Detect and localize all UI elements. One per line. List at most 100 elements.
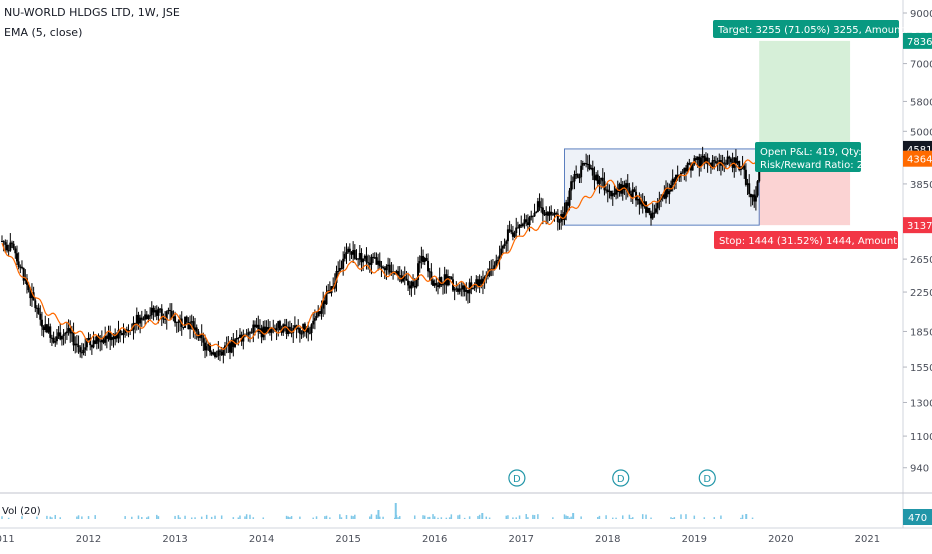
volume-bar [703,517,706,519]
candle-body [207,344,210,347]
candle-body [575,174,578,176]
candle-body [55,336,58,342]
candle-body [190,321,193,323]
candle-body [255,324,258,328]
volume-bar [645,514,647,519]
price-tick-label: 5000 [910,127,932,138]
candle-body [345,252,348,255]
candle-body [318,311,321,314]
candle-body [413,285,416,288]
ema-line[interactable] [1,156,760,351]
candle-body [119,329,122,334]
candle-body [681,172,684,174]
candle-body [298,328,301,334]
volume-bar [488,517,491,519]
candle-body [47,326,50,333]
candle-body [388,264,391,273]
target-price-tag-bg [903,32,932,49]
candle-body [120,333,123,335]
candle-body [124,329,127,334]
candle-body [610,190,613,197]
candle-body [97,335,100,342]
candle-body [568,190,571,206]
candle-body [373,257,376,259]
candle-body [7,250,10,252]
candle-body [596,174,599,184]
candle-body [663,194,666,199]
volume-bar [621,515,624,519]
volume-bar [252,517,255,519]
dividend-event-marker[interactable]: D [508,469,526,487]
candle-body [505,241,508,244]
dividend-event-circle[interactable] [508,469,526,487]
candle-body [606,189,609,193]
candle-body [313,318,316,321]
price-tick-label: 1300 [910,398,932,409]
candle-body [135,314,138,325]
indicator-legend[interactable]: EMA (5, close) [4,26,83,39]
volume-legend[interactable]: Vol (20) [2,506,41,517]
candle-body [125,329,128,331]
target-label[interactable]: Target: 3255 (71.05%) 3255, Amount: 1000 [713,20,932,38]
candle-body [65,331,68,334]
candle-body [250,332,253,334]
candle-body [67,328,70,332]
volume-bar [397,517,399,519]
volume-bar [428,516,431,519]
candle-body [448,276,451,278]
candle-body [200,333,203,339]
candle-body [252,324,255,333]
volume-bar [565,515,567,519]
candle-body [362,258,365,263]
volume-bar [552,517,554,519]
dividend-event-circle[interactable] [698,469,716,487]
candle-body [450,276,453,280]
time-tick-label: 2019 [682,534,707,545]
candle-body [99,341,102,343]
candle-body [593,175,596,181]
candle-body [147,315,150,319]
candle-body [322,300,325,309]
dividend-event-marker[interactable]: D [698,469,716,487]
candle-body [137,314,140,324]
target-zone[interactable] [759,40,851,149]
candle-body [428,271,431,273]
last-price-tag: 4581 [907,145,932,156]
volume-bar [54,514,57,519]
candle-body [625,183,628,190]
volume-bar [345,515,348,519]
candle-body [222,349,225,356]
volume-bar [478,514,481,519]
candle-body [290,332,293,334]
candle-body [645,201,648,213]
candle-body [535,211,538,213]
candle-body [728,156,731,159]
candle-body [154,310,157,313]
candle-body [749,193,752,198]
candle-body [430,271,433,281]
stop-label[interactable]: Stop: 1444 (31.52%) 1444, Amount: 1000 [714,231,929,249]
volume-bar [413,515,416,519]
candle-body [723,162,726,164]
volume-bar [481,513,484,519]
volume-bar [720,515,722,519]
candle-body [540,207,543,209]
candle-body [496,259,499,261]
candle-body [343,254,346,259]
position-stats-label[interactable]: Open P&L: 419, Qty: 0 Risk/Reward Ratio: … [755,142,879,172]
candle-body [149,315,152,317]
dividend-event-circle[interactable] [612,469,630,487]
candle-body [317,311,320,316]
candle-body [70,332,73,334]
candle-body [127,330,130,332]
candle-body [744,169,747,185]
dividend-event-marker[interactable]: D [612,469,630,487]
volume-bar [174,515,176,519]
candle-body [447,276,450,286]
candle-body [415,279,418,288]
candle-body [9,242,12,251]
candle-body [476,279,479,287]
candle-body [105,336,108,339]
